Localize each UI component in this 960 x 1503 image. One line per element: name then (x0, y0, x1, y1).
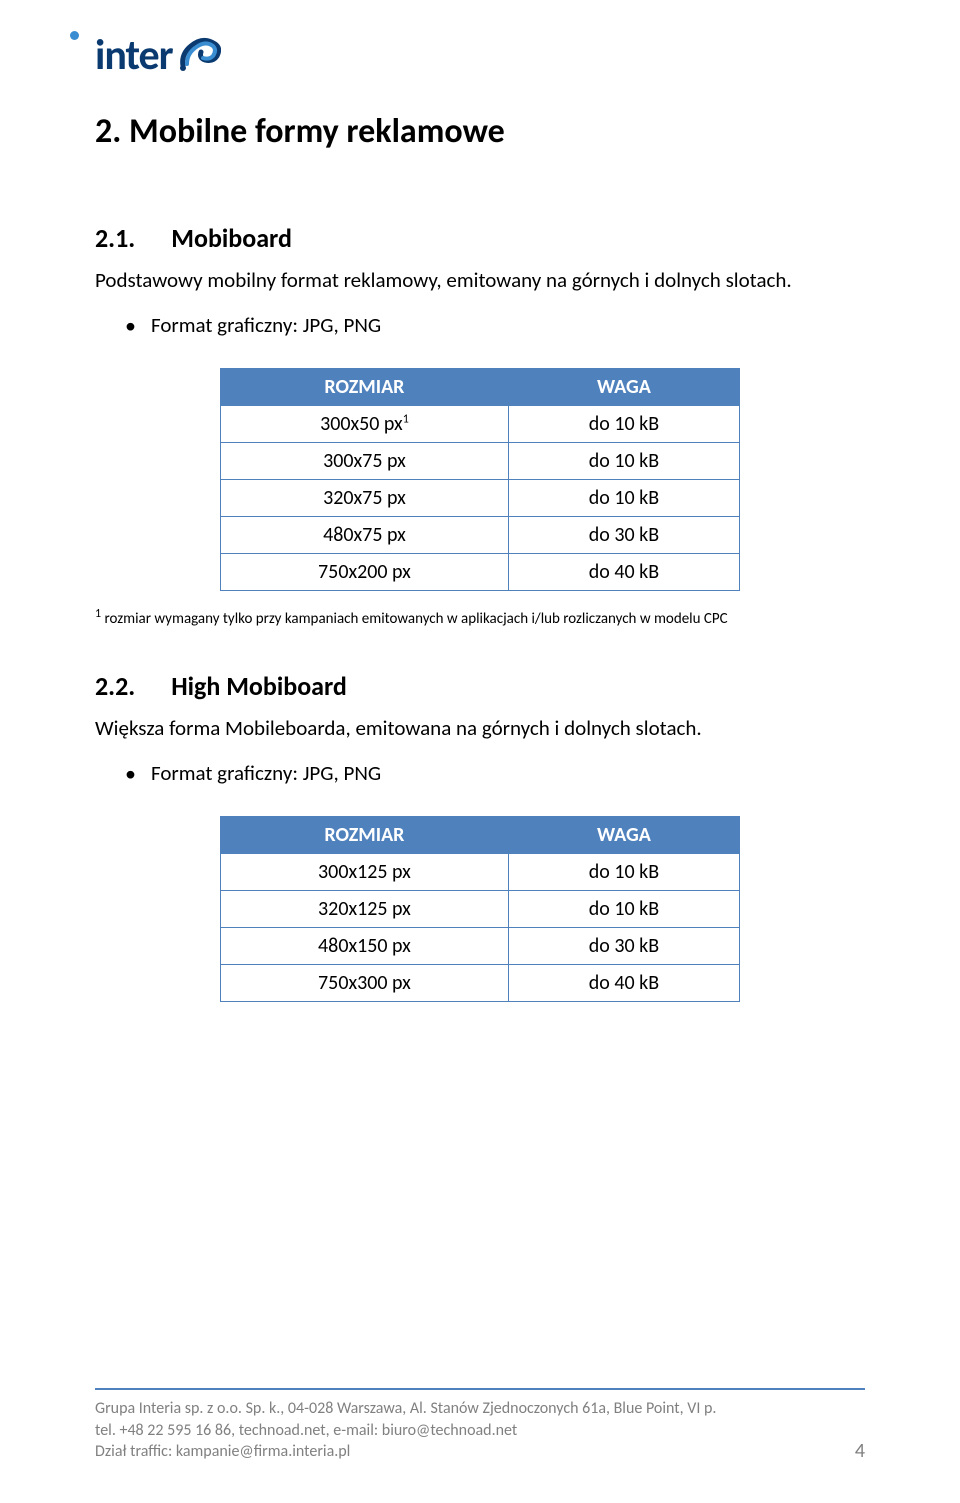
table-row: 480x75 px do 30 kB (221, 517, 740, 554)
table-2-1: ROZMIAR WAGA 300x50 px1 do 10 kB 300x75 … (220, 368, 740, 591)
table-header-weight: WAGA (508, 369, 739, 406)
cell-weight: do 10 kB (508, 406, 739, 443)
section-2-2-heading: 2.2. High Mobiboard (95, 630, 865, 714)
cell-weight: do 10 kB (508, 854, 739, 891)
cell-size-text: 300x50 px (320, 412, 403, 436)
list-item: Format graficzny: JPG, PNG (125, 312, 865, 338)
cell-size: 300x125 px (221, 854, 509, 891)
cell-weight: do 10 kB (508, 480, 739, 517)
cell-size: 480x75 px (221, 517, 509, 554)
cell-size: 750x200 px (221, 554, 509, 591)
heading-main: 2. Mobilne formy reklamowe (95, 111, 865, 152)
footer-line2: tel. +48 22 595 16 86, technoad.net, e-m… (95, 1420, 716, 1442)
table-row: 300x125 px do 10 kB (221, 854, 740, 891)
footer-rule (95, 1388, 865, 1390)
section-2-2-num: 2.2. (95, 670, 135, 702)
cell-weight: do 30 kB (508, 517, 739, 554)
table-row: 320x125 px do 10 kB (221, 891, 740, 928)
section-2-2-desc: Większa forma Mobileboarda, emitowana na… (95, 714, 865, 742)
section-2-2-bullets: Format graficzny: JPG, PNG (95, 760, 865, 786)
section-2-1-desc: Podstawowy mobilny format reklamowy, emi… (95, 266, 865, 294)
cell-size: 300x50 px1 (221, 406, 509, 443)
section-2-1-num: 2.1. (95, 222, 135, 254)
logo-text: inter (95, 30, 173, 81)
cell-weight: do 40 kB (508, 554, 739, 591)
table-row: 750x200 px do 40 kB (221, 554, 740, 591)
list-item: Format graficzny: JPG, PNG (125, 760, 865, 786)
table-row: 320x75 px do 10 kB (221, 480, 740, 517)
cell-size: 750x300 px (221, 965, 509, 1002)
logo-swirl-icon (177, 32, 221, 79)
cell-sup: 1 (403, 413, 409, 427)
footnote-2-1: 1 rozmiar wymagany tylko przy kampaniach… (95, 607, 865, 630)
table-header-weight: WAGA (508, 817, 739, 854)
section-2-2-title: High Mobiboard (171, 670, 347, 702)
footnote-text: rozmiar wymagany tylko przy kampaniach e… (105, 610, 728, 628)
section-2-1-title: Mobiboard (171, 222, 292, 254)
logo-dot-i (70, 31, 79, 40)
page-number: 4 (855, 1439, 865, 1463)
section-2-1-bullets: Format graficzny: JPG, PNG (95, 312, 865, 338)
cell-weight: do 30 kB (508, 928, 739, 965)
bullet-text: Format graficzny: JPG, PNG (151, 312, 381, 338)
section-2-1-heading: 2.1. Mobiboard (95, 182, 865, 266)
table-row: 300x75 px do 10 kB (221, 443, 740, 480)
page: inter 2. Mobilne formy reklamowe 2.1. Mo… (0, 0, 960, 1503)
footnote-sup: 1 (95, 607, 101, 621)
footer-line1: Grupa Interia sp. z o.o. Sp. k., 04-028 … (95, 1398, 716, 1420)
bullet-text: Format graficzny: JPG, PNG (151, 760, 381, 786)
cell-size: 300x75 px (221, 443, 509, 480)
logo: inter (95, 30, 865, 81)
table-header-size: ROZMIAR (221, 817, 509, 854)
table-2-2: ROZMIAR WAGA 300x125 px do 10 kB 320x125… (220, 816, 740, 1002)
table-row: 300x50 px1 do 10 kB (221, 406, 740, 443)
cell-size: 320x125 px (221, 891, 509, 928)
cell-size: 320x75 px (221, 480, 509, 517)
footer: Grupa Interia sp. z o.o. Sp. k., 04-028 … (95, 1388, 865, 1463)
table-row: 480x150 px do 30 kB (221, 928, 740, 965)
table-header-size: ROZMIAR (221, 369, 509, 406)
table-row: 750x300 px do 40 kB (221, 965, 740, 1002)
footer-line3: Dział traffic: kampanie@firma.interia.pl (95, 1441, 716, 1463)
cell-weight: do 10 kB (508, 891, 739, 928)
cell-weight: do 40 kB (508, 965, 739, 1002)
cell-size: 480x150 px (221, 928, 509, 965)
footer-text-block: Grupa Interia sp. z o.o. Sp. k., 04-028 … (95, 1398, 716, 1463)
cell-weight: do 10 kB (508, 443, 739, 480)
